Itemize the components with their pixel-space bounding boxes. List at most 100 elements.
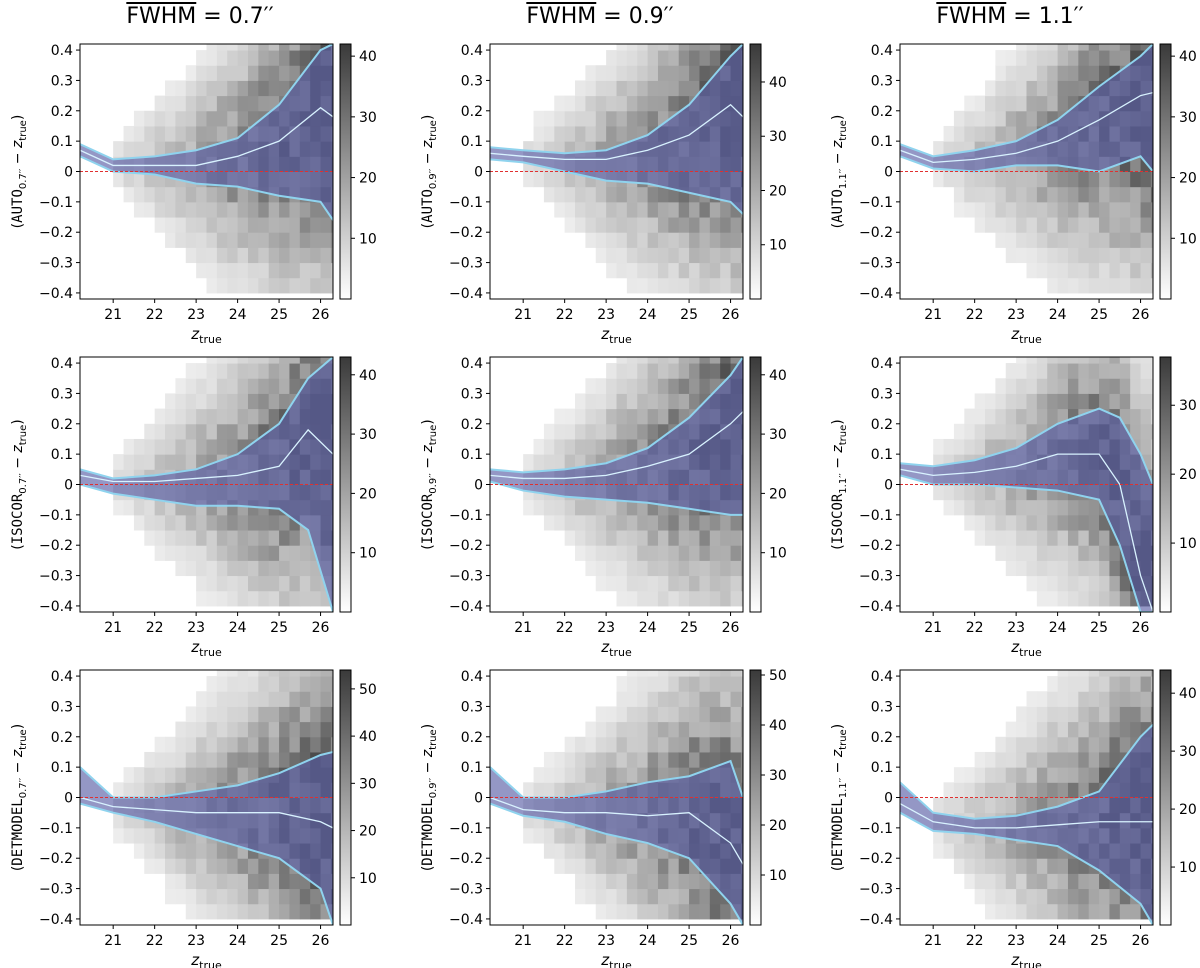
y-tick-label: −0.4: [39, 912, 73, 928]
y-tick-label: 0.4: [51, 669, 73, 685]
density-cell: [216, 691, 228, 707]
density-cell: [1005, 751, 1017, 768]
density-cell: [196, 590, 207, 607]
density-cell: [289, 888, 301, 905]
density-cell: [606, 217, 617, 233]
density-cell: [1005, 363, 1017, 379]
density-cell: [606, 125, 617, 142]
y-tick-label: 0.2: [871, 730, 893, 746]
x-tick-label: 23: [597, 620, 615, 636]
density-cell: [1078, 903, 1090, 920]
density-cell: [575, 751, 586, 768]
density-cell: [289, 357, 301, 364]
density-cell: [709, 232, 721, 248]
density-cell: [247, 903, 259, 920]
density-cell: [268, 65, 280, 81]
density-cell: [657, 393, 669, 410]
y-tick-label: −0.2: [449, 538, 483, 554]
density-cell: [310, 217, 322, 233]
density-cell: [974, 423, 986, 440]
density-cell: [1099, 590, 1110, 607]
density-cell: [606, 873, 617, 890]
density-cell: [637, 438, 649, 455]
density-cell: [196, 903, 207, 920]
density-cell: [1140, 670, 1152, 677]
density-cell: [740, 232, 743, 248]
density-cell: [185, 201, 197, 218]
density-cell: [1099, 262, 1110, 279]
density-cell: [606, 50, 617, 66]
density-cell: [1140, 408, 1152, 425]
band-lower-line: [80, 483, 333, 612]
density-cell: [289, 232, 301, 248]
density-cell: [657, 767, 669, 783]
density-cell: [585, 827, 597, 844]
density-cell: [289, 873, 301, 890]
density-cell: [668, 378, 680, 394]
density-cell: [196, 736, 207, 753]
density-cell: [268, 590, 280, 607]
density-cell: [1119, 706, 1131, 723]
y-label-sub: 0.9′′: [428, 777, 439, 798]
density-cell: [1036, 65, 1048, 81]
density-cell: [543, 782, 555, 798]
density-cell: [227, 363, 239, 379]
density-cell: [995, 545, 1007, 561]
density-cell: [1109, 575, 1121, 592]
density-cell: [616, 393, 628, 410]
density-cell: [216, 423, 228, 440]
density-cell: [668, 670, 680, 677]
density-cell: [657, 247, 669, 264]
density-cell: [1078, 530, 1090, 546]
y-axis-label: (AUTO0.9′′ − ztrue): [420, 115, 439, 229]
density-cell: [1140, 706, 1152, 723]
density-cell: [310, 721, 322, 738]
density-cell: [113, 782, 125, 798]
density-cell: [637, 751, 649, 768]
density-cell: [1078, 186, 1090, 203]
density-cell: [974, 858, 986, 874]
density-cell: [227, 378, 239, 394]
density-cell: [647, 186, 659, 203]
density-cell: [268, 357, 280, 364]
density-cell: [1016, 736, 1027, 753]
density-cell: [740, 782, 743, 798]
density-cell: [709, 530, 721, 546]
density-cell: [320, 691, 332, 707]
density-cell: [985, 873, 996, 890]
density-cell: [1047, 484, 1059, 501]
density-cell: [730, 247, 742, 264]
density-cell: [995, 843, 1007, 859]
density-cell: [1036, 843, 1048, 859]
density-cell: [709, 903, 721, 920]
density-cell: [1026, 217, 1038, 233]
density-cell: [330, 736, 333, 753]
density-cell: [185, 393, 197, 410]
density-cell: [616, 217, 628, 233]
density-cell: [943, 797, 955, 814]
density-cell: [720, 262, 732, 279]
density-cell: [216, 903, 228, 920]
density-cell: [699, 560, 711, 577]
density-cell: [113, 499, 125, 516]
density-cell: [330, 262, 333, 279]
density-cell: [1057, 751, 1069, 768]
density-cell: [1057, 676, 1069, 692]
density-cell: [196, 691, 207, 707]
density-cell: [1130, 201, 1142, 218]
density-cell: [699, 201, 711, 218]
density-cell: [1067, 262, 1079, 279]
density-cell: [678, 545, 690, 561]
y-axis-label: (DETMODEL0.9′′ − ztrue): [420, 724, 439, 871]
density-cell: [175, 110, 187, 127]
density-cell: [709, 357, 721, 364]
density-cell: [533, 499, 545, 516]
density-cell: [258, 247, 270, 264]
density-cell: [678, 80, 690, 97]
density-cell: [689, 670, 700, 677]
density-cell: [1099, 186, 1110, 203]
colorbar: [339, 356, 352, 613]
density-cell: [995, 171, 1007, 188]
density-cell: [216, 80, 228, 97]
density-cell: [1130, 423, 1142, 440]
